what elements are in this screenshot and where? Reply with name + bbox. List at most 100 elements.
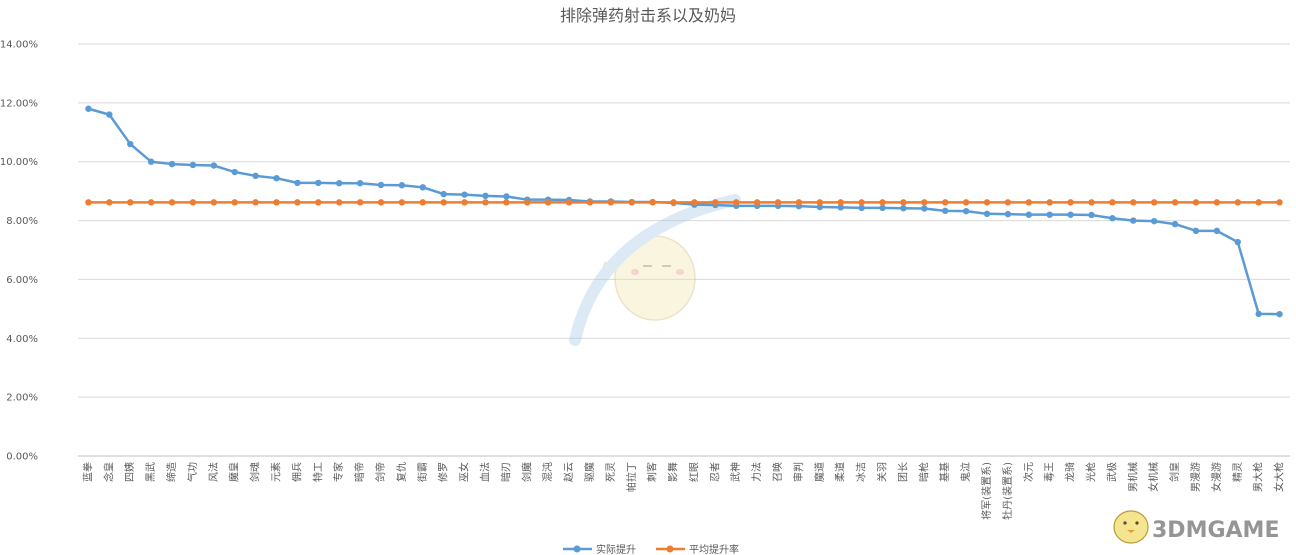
data-point-average	[942, 199, 949, 206]
data-point-actual	[1046, 211, 1053, 218]
x-tick-label: 毒王	[1043, 462, 1056, 482]
colg-mascot-watermark-icon	[569, 194, 741, 346]
x-tick-label: 基基	[938, 462, 951, 482]
data-point-average	[147, 199, 155, 206]
x-tick-label: 黑武	[144, 462, 157, 482]
data-point-average	[670, 199, 677, 206]
x-tick-label: 缔造	[165, 462, 178, 482]
data-point-average	[628, 199, 635, 206]
x-tick-label: 精灵	[1231, 462, 1244, 482]
data-point-average	[252, 199, 259, 206]
x-tick-label: 柔道	[834, 462, 847, 482]
data-point-actual	[1234, 238, 1241, 246]
x-tick-label: 召唤	[771, 462, 784, 482]
data-point-average	[983, 199, 991, 206]
data-point-actual	[377, 181, 385, 189]
x-tick-label: 女机械	[1147, 462, 1160, 492]
data-point-average	[879, 199, 886, 206]
x-tick-label: 蓝拳	[81, 462, 94, 482]
data-point-average	[1046, 199, 1053, 206]
x-tick-label: 暗枪	[917, 462, 930, 482]
x-tick-label: 团长	[897, 462, 909, 482]
data-point-average	[1150, 199, 1158, 206]
x-tick-label: 刺客	[646, 462, 659, 482]
x-tick-label: 帕拉丁	[625, 462, 638, 492]
x-tick-label: 影舞	[668, 462, 680, 482]
data-point-average	[733, 199, 740, 206]
data-point-average	[85, 199, 92, 206]
data-point-average	[231, 199, 238, 206]
data-point-average	[753, 199, 761, 206]
data-point-actual	[1004, 210, 1012, 218]
data-point-actual	[1109, 215, 1116, 222]
data-point-actual	[273, 174, 280, 182]
data-point-average	[858, 199, 865, 206]
data-point-average	[168, 199, 176, 206]
data-point-average	[524, 199, 531, 206]
x-tick-label: 佣兵	[290, 462, 303, 482]
x-tick-label: 牡丹(装置系)	[1001, 462, 1014, 520]
data-point-actual	[1255, 310, 1262, 318]
data-point-actual	[816, 203, 824, 211]
data-point-actual	[1276, 310, 1283, 318]
data-point-average	[1067, 199, 1074, 206]
series-line-actual	[88, 107, 1280, 316]
data-point-actual	[900, 205, 907, 212]
data-point-average	[1004, 199, 1012, 206]
data-point-average	[544, 199, 552, 206]
data-point-average	[607, 199, 615, 206]
x-tick-label: 魔皇	[228, 462, 241, 482]
data-point-average	[1234, 199, 1241, 206]
legend-label-average: 平均提升率	[689, 543, 739, 555]
y-tick-label: 14.00%	[0, 40, 38, 51]
data-point-actual	[315, 179, 322, 187]
chart-title: 排除弹药射击系以及奶妈	[560, 6, 736, 25]
data-point-average	[189, 199, 197, 206]
data-point-average	[398, 199, 406, 206]
data-point-actual	[879, 204, 886, 212]
corner-watermark: 3DMGAME	[1113, 510, 1279, 544]
data-point-actual	[398, 182, 406, 189]
data-point-actual	[858, 204, 865, 212]
grid-lines	[78, 43, 1290, 457]
data-point-actual	[1130, 217, 1137, 224]
data-point-average	[1171, 199, 1179, 206]
y-tick-label: 2.00%	[6, 393, 38, 404]
data-point-average	[336, 199, 343, 206]
y-tick-label: 10.00%	[0, 157, 38, 168]
data-point-average	[294, 199, 301, 206]
data-point-actual	[837, 204, 844, 211]
data-point-average	[1255, 199, 1262, 206]
x-axis-ticks: 蓝拳 念皇 四姨 黑武 缔造 气功 风法 魔皇 剑魂 元素 佣兵 特工 专家 暗帝 剑帝 复仇 街霸 修罗 巫女 血法…	[81, 462, 1285, 520]
data-point-average	[1276, 199, 1283, 206]
x-tick-label: 冰洁	[855, 462, 868, 482]
x-tick-label: 忍者	[709, 462, 721, 482]
data-point-average	[649, 199, 656, 206]
data-point-average	[210, 199, 218, 206]
data-point-actual	[189, 161, 197, 169]
data-point-average	[419, 199, 426, 206]
y-tick-label: 8.00%	[6, 216, 38, 227]
legend-label-actual: 实际提升	[596, 543, 636, 555]
data-point-average	[691, 199, 698, 206]
x-tick-label: 血法	[478, 462, 491, 482]
data-point-actual	[106, 111, 113, 118]
x-tick-label: 龙骑	[1064, 462, 1077, 482]
x-tick-label: 气功	[186, 462, 199, 482]
data-point-average	[774, 199, 782, 206]
x-tick-label: 暗刃	[499, 462, 512, 482]
data-point-average	[127, 199, 134, 206]
legend: 实际提升 平均提升率	[563, 543, 739, 555]
legend-item-actual: 实际提升	[563, 543, 636, 555]
data-point-actual	[1150, 217, 1158, 225]
data-point-average	[1130, 199, 1137, 206]
data-point-average	[273, 199, 280, 206]
x-tick-label: 巫女	[458, 462, 471, 482]
data-point-actual	[983, 210, 991, 218]
data-point-actual	[147, 158, 155, 165]
x-tick-label: 元素	[270, 462, 283, 482]
data-point-average	[1088, 199, 1095, 206]
x-tick-label: 死灵	[605, 462, 617, 482]
data-point-average	[461, 199, 468, 206]
